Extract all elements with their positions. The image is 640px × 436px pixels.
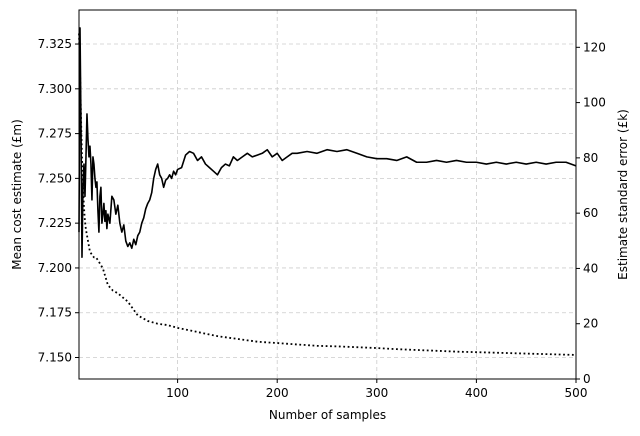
y-axis-label: Mean cost estimate (£m) <box>10 119 24 270</box>
y-tick-label: 7.250 <box>38 171 72 185</box>
axes-frame <box>78 9 577 380</box>
x-tick-label: 100 <box>166 386 189 400</box>
x-axis: 100 200 300 400 500 <box>166 379 587 400</box>
y-tick-label: 7.150 <box>38 351 72 365</box>
y-right-tick-label: 60 <box>583 206 598 220</box>
y-axis-left: 7.150 7.175 7.200 7.225 7.250 7.275 7.300 7.325 <box>38 37 79 365</box>
x-tick-label: 300 <box>365 386 388 400</box>
x-tick-label: 500 <box>565 386 588 400</box>
y-axis-right-label: Estimate standard error (£k) <box>616 109 630 280</box>
y-axis-right: 0 20 40 60 80 100 120 <box>576 40 606 386</box>
y-right-tick-label: 40 <box>583 261 598 275</box>
plot-area <box>78 27 577 356</box>
y-tick-label: 7.200 <box>38 261 72 275</box>
y-tick-label: 7.325 <box>38 37 72 51</box>
y-right-tick-label: 80 <box>583 151 598 165</box>
y-tick-label: 7.275 <box>38 127 72 141</box>
y-tick-label: 7.225 <box>38 216 72 230</box>
standard-error-line <box>78 33 577 356</box>
y-right-tick-label: 20 <box>583 317 598 331</box>
y-tick-label: 7.175 <box>38 306 72 320</box>
y-tick-label: 7.300 <box>38 82 72 96</box>
y-right-tick-label: 0 <box>583 372 591 386</box>
grid-lines <box>79 10 577 379</box>
mean-cost-line <box>78 27 577 258</box>
x-axis-label: Number of samples <box>269 408 386 422</box>
y-right-tick-label: 100 <box>583 96 606 110</box>
x-tick-label: 400 <box>465 386 488 400</box>
y-right-tick-label: 120 <box>583 40 606 54</box>
x-tick-label: 200 <box>266 386 289 400</box>
